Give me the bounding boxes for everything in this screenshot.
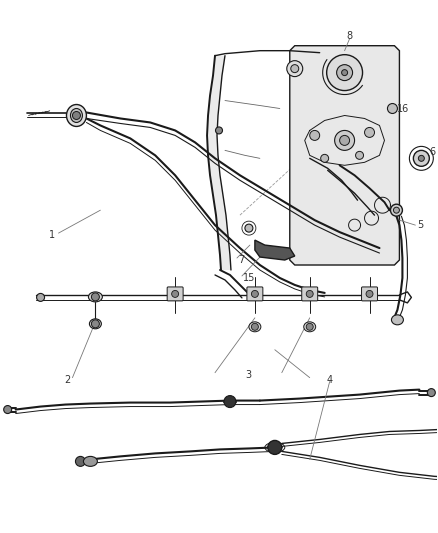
Circle shape xyxy=(172,290,179,297)
Polygon shape xyxy=(255,240,295,260)
Ellipse shape xyxy=(249,322,261,332)
Circle shape xyxy=(245,224,253,232)
Ellipse shape xyxy=(83,456,97,466)
Text: 15: 15 xyxy=(243,273,255,283)
Ellipse shape xyxy=(304,322,316,332)
Text: 1: 1 xyxy=(49,230,56,240)
Circle shape xyxy=(92,293,99,301)
FancyBboxPatch shape xyxy=(167,287,183,301)
Circle shape xyxy=(388,103,397,114)
FancyBboxPatch shape xyxy=(302,287,318,301)
Circle shape xyxy=(342,70,348,76)
Circle shape xyxy=(268,440,282,455)
Circle shape xyxy=(224,395,236,408)
Circle shape xyxy=(335,131,355,150)
Circle shape xyxy=(327,55,363,91)
Circle shape xyxy=(390,204,403,216)
Circle shape xyxy=(413,150,429,166)
Text: 6: 6 xyxy=(429,147,435,157)
Text: 2: 2 xyxy=(64,375,71,385)
Ellipse shape xyxy=(392,315,403,325)
Circle shape xyxy=(251,290,258,297)
FancyBboxPatch shape xyxy=(361,287,378,301)
Circle shape xyxy=(4,406,12,414)
FancyBboxPatch shape xyxy=(247,287,263,301)
Ellipse shape xyxy=(89,319,101,329)
Circle shape xyxy=(393,207,399,213)
Circle shape xyxy=(337,64,353,80)
Text: 4: 4 xyxy=(327,375,333,385)
Polygon shape xyxy=(290,46,399,265)
Circle shape xyxy=(418,155,424,161)
Circle shape xyxy=(251,324,258,330)
Circle shape xyxy=(310,131,320,140)
Circle shape xyxy=(306,324,313,330)
Circle shape xyxy=(306,290,313,297)
Circle shape xyxy=(291,64,299,72)
Circle shape xyxy=(72,111,81,119)
Circle shape xyxy=(366,290,373,297)
Polygon shape xyxy=(207,55,231,270)
Circle shape xyxy=(339,135,350,146)
Circle shape xyxy=(427,389,435,397)
Text: 3: 3 xyxy=(245,370,251,379)
Ellipse shape xyxy=(71,109,82,123)
Text: 7: 7 xyxy=(238,255,244,265)
Circle shape xyxy=(287,61,303,77)
Ellipse shape xyxy=(67,104,86,126)
Circle shape xyxy=(321,155,328,163)
Circle shape xyxy=(37,293,45,301)
Ellipse shape xyxy=(88,292,102,302)
Text: 8: 8 xyxy=(346,31,353,41)
Circle shape xyxy=(356,151,364,159)
Circle shape xyxy=(75,456,85,466)
Circle shape xyxy=(215,127,223,134)
Text: 5: 5 xyxy=(417,220,424,230)
Circle shape xyxy=(92,320,99,328)
Text: 16: 16 xyxy=(397,103,410,114)
Circle shape xyxy=(364,127,374,138)
